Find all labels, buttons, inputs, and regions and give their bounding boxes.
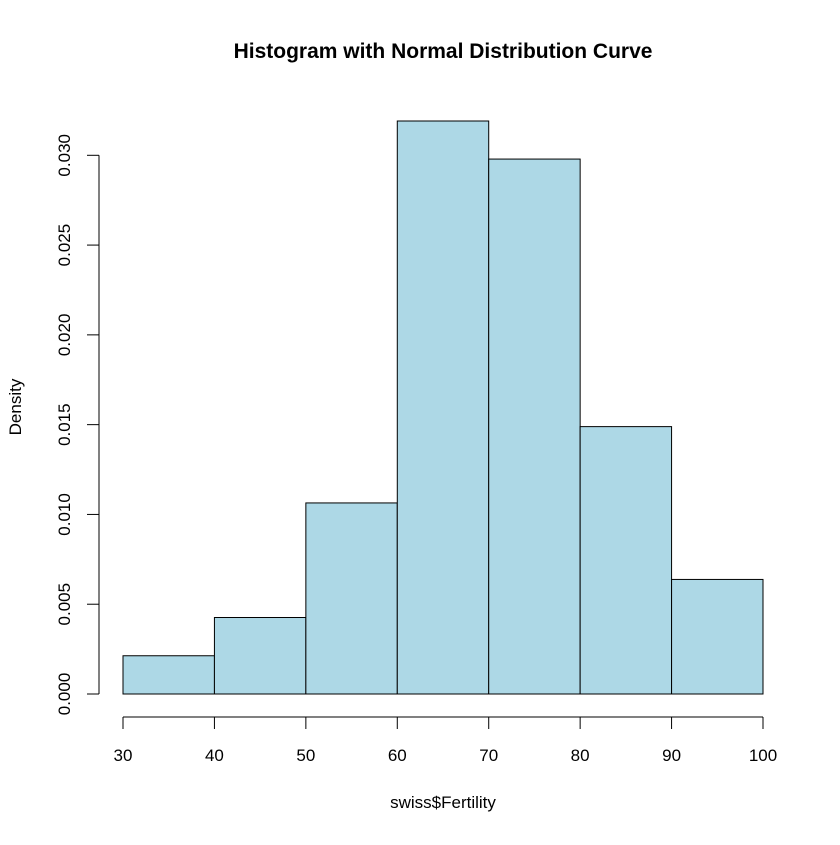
x-tick-label-30: 30 — [114, 746, 133, 765]
x-tick-label-50: 50 — [296, 746, 315, 765]
histogram-bar-60-70 — [396, 120, 490, 695]
y-tick-label-4: 0.020 — [55, 314, 74, 357]
chart-title: Histogram with Normal Distribution Curve — [234, 40, 653, 63]
x-tick-label-60: 60 — [388, 746, 407, 765]
histogram-bar-50-60 — [305, 502, 398, 695]
x-axis-label: swiss$Fertility — [390, 793, 496, 812]
x-tick-label-90: 90 — [662, 746, 681, 765]
x-tick-label-40: 40 — [205, 746, 224, 765]
y-tick-label-0: 0.000 — [55, 673, 74, 716]
histogram-bar-90-100 — [671, 578, 764, 695]
histogram-bar-40-50 — [213, 617, 307, 695]
y-tick-label-1: 0.005 — [55, 583, 74, 626]
y-axis-label: Density — [6, 378, 25, 435]
histogram-bar-30-40 — [122, 655, 215, 695]
y-tick-label-2: 0.010 — [55, 493, 74, 536]
x-axis: 30 40 50 60 70 80 90 100 — [114, 716, 777, 765]
x-tick-label-80: 80 — [571, 746, 590, 765]
histogram-bar-80-90 — [579, 426, 673, 695]
y-axis: 0.000 0.005 0.010 0.015 0.020 0.025 0.030 — [55, 134, 100, 716]
y-tick-label-5: 0.025 — [55, 224, 74, 267]
histogram-bar-70-80 — [488, 158, 581, 695]
x-tick-label-70: 70 — [479, 746, 498, 765]
bars-group — [122, 120, 764, 695]
y-tick-label-3: 0.015 — [55, 403, 74, 446]
y-tick-label-6: 0.030 — [55, 134, 74, 177]
x-tick-label-100: 100 — [749, 746, 777, 765]
